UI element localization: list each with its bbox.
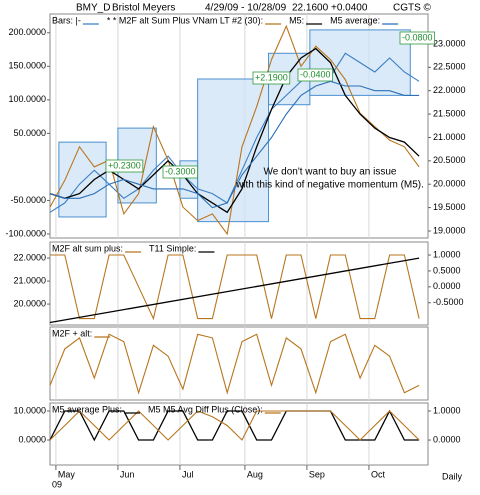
legend-label: M2F + alt: — [52, 328, 92, 338]
x-tick-label: Sep — [309, 469, 325, 479]
series-line — [49, 52, 420, 213]
note-text: with this kind of negative momentum (M5)… — [235, 180, 424, 191]
y2-tick-label: 20.5000 — [433, 155, 466, 165]
y2-tick-label: 23.0000 — [433, 38, 466, 48]
y-tick-label: 100.0000 — [8, 94, 46, 104]
annotation-box — [162, 165, 198, 179]
panel-frame — [49, 326, 429, 401]
y2-tick-label: 19.5000 — [433, 202, 466, 212]
series-line — [49, 409, 420, 442]
x-tick-label: Jun — [120, 469, 135, 479]
y2-tick-label: 0.0000 — [433, 281, 461, 291]
legend-label: M5: — [289, 15, 304, 25]
annotation-box — [297, 68, 333, 82]
series-line — [49, 257, 420, 324]
y-tick-label: 200.0000 — [8, 27, 46, 37]
trade-zone — [58, 141, 107, 218]
y-tick-label: 21.0000 — [13, 275, 46, 285]
x-tick-label: Aug — [247, 469, 263, 479]
panel-frame — [49, 402, 429, 466]
annotation-text: -0.3000 — [165, 166, 196, 176]
last-price: 22.1600 — [292, 3, 329, 14]
y2-tick-label: 1.0000 — [433, 249, 461, 259]
y2-tick-label: 22.0000 — [433, 85, 466, 95]
annotation-box — [105, 159, 144, 173]
legend-label: M5 average Plus: — [52, 404, 122, 414]
annotation: +2.1900 — [252, 71, 291, 85]
annotation-text: +2.1900 — [255, 72, 288, 82]
y-tick-label: -50.0000 — [10, 195, 46, 205]
y2-tick-label: 1.0000 — [433, 405, 461, 415]
legend-label: M2F alt sum plus: — [52, 243, 123, 253]
annotation-text: -0.0400 — [300, 69, 331, 79]
y-tick-label: 0.0000 — [18, 434, 46, 444]
frequency-label: Daily — [442, 471, 463, 481]
annotation-text: -0.0800 — [402, 32, 433, 42]
legend-label: M5 average: — [330, 15, 380, 25]
annotation: -0.0800 — [399, 31, 435, 45]
y2-tick-label: 21.0000 — [433, 132, 466, 142]
x-tick-label: Jul — [182, 469, 194, 479]
annotation-box — [252, 71, 291, 85]
annotation: +0.2300 — [105, 159, 144, 173]
y2-tick-label: 0.0000 — [433, 434, 461, 444]
series-line — [49, 410, 420, 441]
y-tick-label: 50.0000 — [13, 128, 46, 138]
y2-tick-label: 19.0000 — [433, 225, 466, 235]
security-name: Bristol Meyers — [112, 3, 175, 14]
y-tick-label: 20.0000 — [13, 298, 46, 308]
y-tick-label: 150.0000 — [8, 61, 46, 71]
legend-label: Bars: |- — [52, 15, 81, 25]
y-tick-label: -100.0000 — [5, 228, 46, 238]
series-line — [49, 333, 420, 395]
y2-tick-label: 0.5000 — [433, 265, 461, 275]
symbol: BMY_D — [76, 3, 110, 14]
annotation-box — [399, 31, 435, 45]
price-change: +0.0400 — [331, 3, 368, 14]
brand: CGTS © — [393, 3, 432, 14]
annotation-text: +0.2300 — [108, 160, 141, 170]
legend-label: * * M2F alt Sum Plus VNam LT #2 (30): — [107, 15, 263, 25]
y2-tick-label: 22.5000 — [433, 62, 466, 72]
y-tick-label: 10.0000 — [13, 405, 46, 415]
y2-tick-label: 20.0000 — [433, 179, 466, 189]
y2-tick-label: -0.5000 — [433, 297, 464, 307]
legend-label: T11 Simple: — [149, 243, 196, 253]
legend-label: M5 M5 Avg Diff Plus (Close): — [148, 404, 263, 414]
annotation: -0.3000 — [162, 165, 198, 179]
series-line — [49, 80, 420, 209]
y-tick-label: 22.0000 — [13, 252, 46, 262]
annotation: -0.0400 — [297, 68, 333, 82]
series-line — [50, 254, 420, 321]
x-tick-label: Oct — [371, 469, 386, 479]
date-range: 4/29/09 - 10/28/09 — [205, 3, 287, 14]
note-text: We don't want to buy an issue — [264, 167, 397, 178]
y2-tick-label: 21.5000 — [433, 108, 466, 118]
year-label: 09 — [52, 479, 62, 489]
x-tick-label: May — [58, 469, 76, 479]
